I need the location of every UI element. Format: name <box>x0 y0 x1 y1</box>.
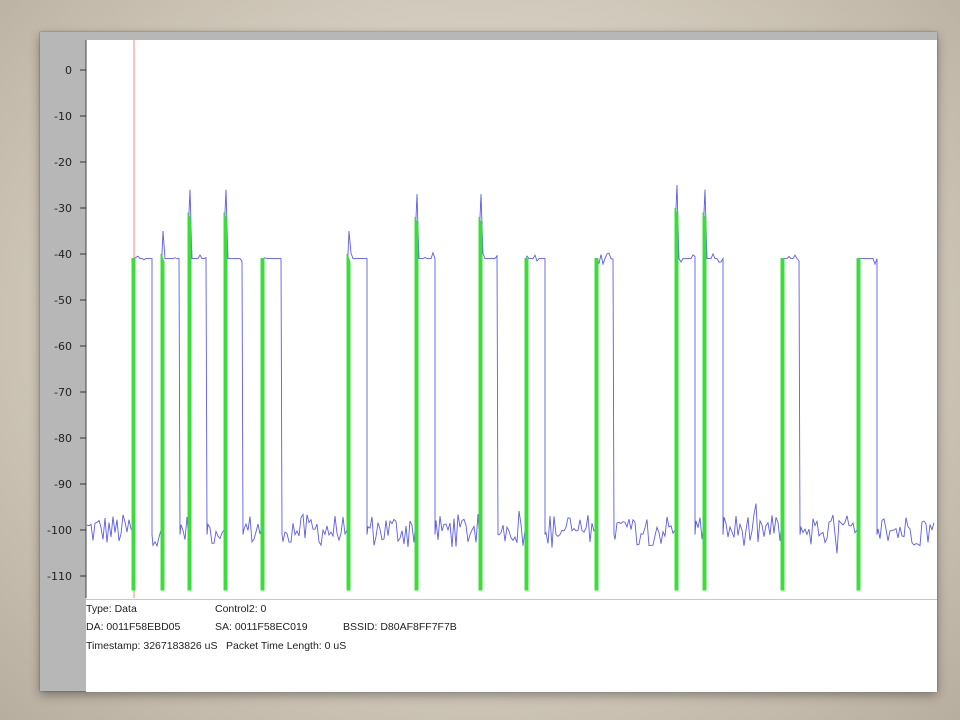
packet-da: DA: 0011F58EBD05 <box>86 621 181 633</box>
packet-marker <box>780 258 785 591</box>
y-tick-label: 0 <box>65 64 72 77</box>
y-tick-label: -60 <box>54 340 72 353</box>
y-tick-label: -40 <box>54 248 72 261</box>
packet-bssid: BSSID: D80AF8FF7F7B <box>343 621 457 633</box>
packet-marker <box>524 258 529 591</box>
packet-marker <box>856 258 861 591</box>
packet-marker <box>260 258 265 591</box>
packet-marker <box>160 253 165 591</box>
y-tick-label: -70 <box>54 386 72 399</box>
y-tick-label: -50 <box>54 294 72 307</box>
packet-marker <box>478 217 483 591</box>
packet-marker <box>187 212 192 591</box>
y-tick-label: -20 <box>54 156 72 169</box>
packet-time-length: Packet Time Length: 0 uS <box>226 640 347 652</box>
packet-type: Type: Data <box>86 603 137 615</box>
packet-marker <box>346 253 351 591</box>
plot-panel <box>86 40 937 691</box>
y-tick-label: -90 <box>54 478 72 491</box>
packet-marker <box>594 258 599 591</box>
y-tick-label: -80 <box>54 432 72 445</box>
packet-info-panel: Type: Data Control2: 0 DA: 0011F58EBD05 … <box>86 599 937 692</box>
packet-control2: Control2: 0 <box>215 603 267 615</box>
y-tick-label: -30 <box>54 202 72 215</box>
y-tick-label: -10 <box>54 110 72 123</box>
packet-marker <box>131 258 136 591</box>
packet-timestamp: Timestamp: 3267183826 uS <box>86 640 218 652</box>
packet-sa: SA: 0011F58EC019 <box>215 621 308 633</box>
packet-marker <box>414 217 419 591</box>
signal-trace-line <box>86 184 935 554</box>
packet-marker <box>702 212 707 591</box>
packet-marker <box>674 207 679 591</box>
packet-marker <box>223 212 228 591</box>
y-tick-label: -110 <box>47 570 72 583</box>
y-tick-label: -100 <box>47 524 72 537</box>
